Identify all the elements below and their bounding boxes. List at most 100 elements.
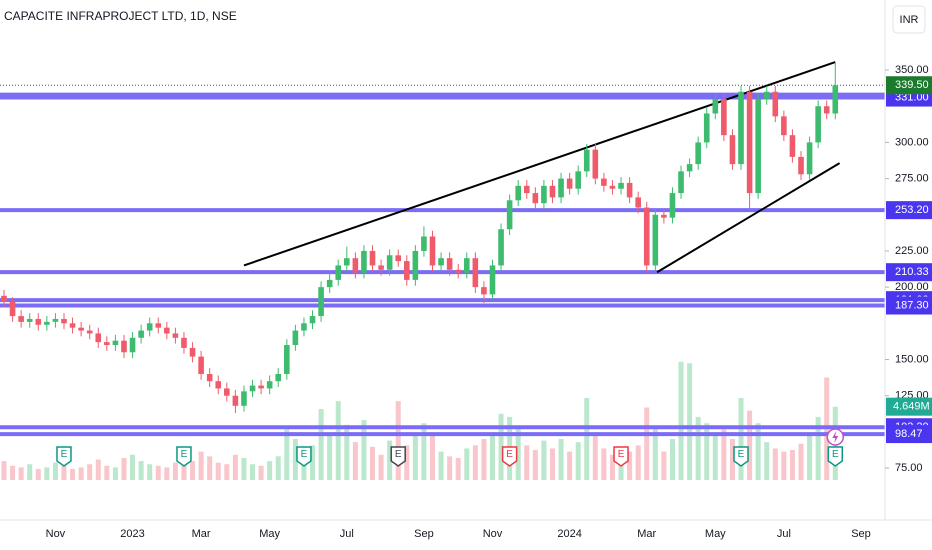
- volume-bar: [515, 427, 521, 480]
- volume-bar: [52, 462, 58, 480]
- earnings-marker: [501, 446, 518, 467]
- volume-bar: [78, 467, 84, 480]
- candle-body: [678, 171, 684, 194]
- candle-body: [429, 236, 436, 266]
- candle-body: [198, 356, 204, 374]
- candle-body: [78, 327, 84, 331]
- volume-bar: [584, 398, 590, 480]
- candle-body: [481, 287, 487, 295]
- currency-button[interactable]: [892, 5, 926, 34]
- volume-bar: [532, 450, 538, 480]
- candle-body: [738, 91, 744, 165]
- volume-bar: [138, 461, 144, 480]
- volume-bar: [44, 467, 50, 480]
- candle-body: [284, 345, 290, 374]
- x-tick-label: May: [259, 528, 280, 540]
- y-tick-label: 225.00: [895, 245, 929, 257]
- earnings-marker: [390, 446, 406, 467]
- volume-bar: [95, 459, 101, 480]
- volume-label: 4.649M: [893, 401, 930, 413]
- candle-body: [798, 156, 804, 175]
- volume-bar: [258, 465, 264, 480]
- candle-body: [275, 373, 282, 382]
- candle-body: [506, 200, 513, 230]
- volume-bar: [172, 462, 178, 480]
- volume-bar: [592, 432, 598, 480]
- candle-body: [661, 214, 667, 218]
- volume-bar: [781, 451, 787, 480]
- volume-bar: [789, 450, 795, 480]
- candle-body: [832, 85, 839, 114]
- earnings-marker: [56, 446, 72, 467]
- candle-body: [781, 116, 787, 136]
- candle-body: [181, 337, 187, 348]
- volume-bar: [721, 429, 727, 480]
- volume-bar: [644, 407, 650, 480]
- volume-bar: [575, 442, 581, 480]
- volume-bar: [807, 435, 813, 480]
- y-tick-label: 75.00: [895, 462, 923, 474]
- candle-body: [129, 337, 136, 353]
- candle-body: [489, 265, 496, 295]
- volume-bar: [112, 467, 118, 480]
- volume-bar: [472, 445, 478, 480]
- candle-body: [746, 91, 753, 194]
- volume-bar: [395, 401, 401, 480]
- volume-bar: [164, 467, 170, 480]
- volume-bar: [224, 464, 230, 480]
- candle-body: [549, 185, 556, 198]
- candle-body: [472, 258, 479, 288]
- volume-bar: [267, 461, 273, 480]
- volume-bar: [558, 439, 564, 480]
- last-price-label: 339.50: [895, 79, 929, 91]
- candle-body: [35, 318, 42, 325]
- candle-body: [104, 342, 110, 346]
- volume-bar: [738, 398, 744, 480]
- candle-body: [395, 255, 402, 262]
- volume-bar: [661, 451, 667, 480]
- candle-body: [326, 279, 333, 288]
- candle-body: [515, 185, 521, 201]
- currency-label[interactable]: INR: [900, 14, 919, 26]
- level-label-box: [886, 296, 932, 315]
- volume-bar: [275, 456, 281, 480]
- volume-bar: [155, 465, 161, 480]
- volume-bar: [764, 442, 770, 480]
- volume-bar: [370, 446, 376, 480]
- volume-bar: [430, 435, 435, 480]
- volume-bar: [310, 445, 316, 480]
- volume-bar: [498, 413, 504, 480]
- trend-line: [243, 61, 836, 267]
- candle-body: [583, 149, 590, 172]
- earnings-label: E: [738, 449, 745, 460]
- volume-bar: [755, 423, 761, 480]
- volume-bar: [464, 448, 470, 480]
- volume-bar: [61, 465, 67, 480]
- candle-body: [806, 142, 813, 175]
- earnings-marker: [296, 446, 312, 467]
- candle-body: [575, 171, 581, 189]
- volume-bar: [130, 454, 136, 480]
- candle-body: [463, 258, 470, 273]
- volume-bar: [618, 456, 624, 480]
- axis-layer: Nov 2023 Mar May Jul Sep Nov 2024 Mar May Jul Sep 35…: [46, 64, 932, 540]
- candle-body: [652, 214, 659, 266]
- x-tick-label: Jul: [777, 528, 791, 540]
- volume-bar: [104, 465, 110, 480]
- candle-body: [643, 207, 650, 266]
- last-price-box: [886, 76, 932, 95]
- candle-body: [301, 323, 307, 331]
- volume-bar: [327, 432, 333, 480]
- volume-bar: [447, 456, 453, 480]
- volume-bar: [181, 459, 187, 480]
- level-label-box: [886, 201, 932, 220]
- candle-body: [789, 135, 796, 157]
- earnings-label: E: [301, 449, 308, 460]
- level-label-box: [886, 263, 932, 282]
- earnings-label: E: [395, 449, 402, 460]
- y-tick-label: 150.00: [895, 353, 929, 365]
- candle-body: [541, 185, 547, 204]
- volume-bar: [198, 451, 204, 480]
- volume-bar: [250, 464, 256, 480]
- candle-body: [412, 250, 419, 280]
